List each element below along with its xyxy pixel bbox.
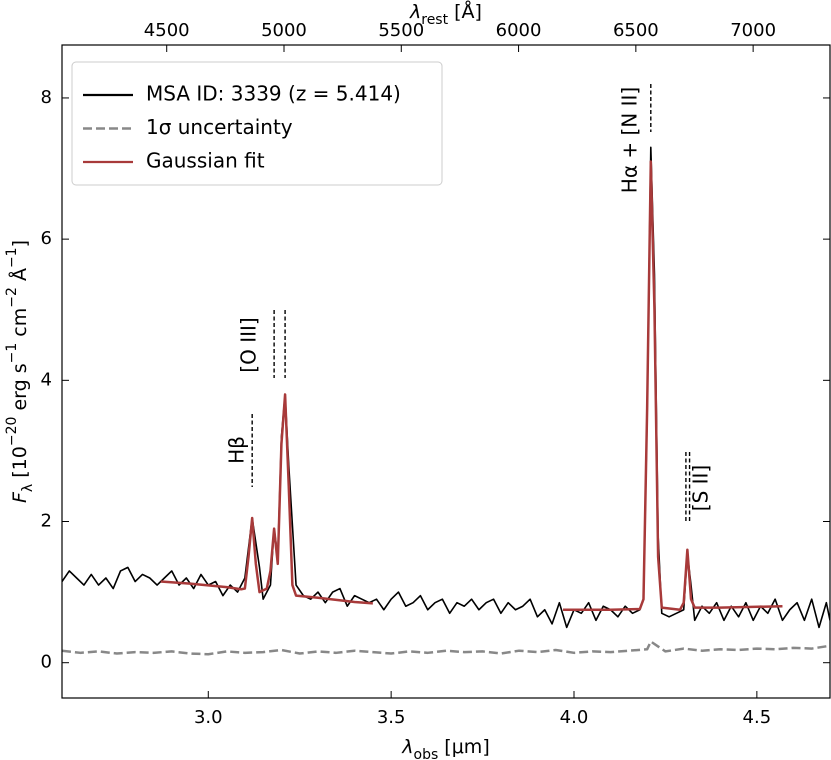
annotation: Hα + [N II] bbox=[617, 87, 641, 193]
x-tick-label: 3.0 bbox=[194, 707, 223, 728]
x2-tick-label: 5000 bbox=[261, 20, 307, 41]
x2-tick-label: 5500 bbox=[378, 20, 424, 41]
x2-tick-label: 4500 bbox=[144, 20, 190, 41]
annotation: [S II] bbox=[688, 465, 712, 511]
y-tick-label: 4 bbox=[41, 369, 52, 390]
y-axis-label-part: −20 bbox=[4, 417, 20, 447]
y-tick-label: 0 bbox=[41, 652, 52, 673]
x-axis-label-part: λ bbox=[401, 736, 413, 758]
x-tick-label: 4.0 bbox=[560, 707, 589, 728]
y-axis-label-part: Å bbox=[8, 268, 31, 287]
y-axis-label: Fλ [10−20 erg s−1 cm−2 Å−1] bbox=[4, 240, 36, 503]
series-line bbox=[62, 146, 830, 629]
y-axis-label-part: cm bbox=[9, 308, 31, 343]
x2-tick-label: 6500 bbox=[613, 20, 659, 41]
series-line bbox=[62, 640, 830, 656]
x2-axis-label-part: [Å] bbox=[448, 0, 482, 23]
x-tick-label: 4.5 bbox=[743, 707, 772, 728]
y-tick-label: 8 bbox=[41, 87, 52, 108]
legend-label: MSA ID: 3339 (z = 5.414) bbox=[146, 82, 401, 106]
plot-frame bbox=[61, 44, 831, 699]
x2-axis-label-part: λ bbox=[409, 1, 421, 23]
x2-tick-label: 6000 bbox=[496, 20, 542, 41]
series-line bbox=[160, 160, 783, 612]
y-axis-label-part: [10 bbox=[9, 446, 31, 484]
y-tick-label: 6 bbox=[41, 228, 52, 249]
x-axis-label: λobs [μm] bbox=[401, 736, 489, 760]
x-axis-label-part: [μm] bbox=[438, 736, 489, 758]
x-axis-label-part: obs bbox=[414, 747, 439, 760]
plot bbox=[62, 146, 830, 656]
y-axis-label-part: −1 bbox=[4, 343, 20, 364]
x2-tick-label: 7000 bbox=[730, 20, 776, 41]
legend-label: Gaussian fit bbox=[146, 149, 265, 173]
y-axis-label-part: F bbox=[9, 491, 31, 503]
y-tick-label: 2 bbox=[41, 511, 52, 532]
y-axis-label-part: ] bbox=[9, 240, 31, 247]
y-axis-label-part: λ bbox=[20, 484, 36, 492]
x-tick-label: 3.5 bbox=[377, 707, 406, 728]
x2-axis-label: λrest [Å] bbox=[409, 0, 482, 28]
legend-label: 1σ uncertainty bbox=[146, 115, 293, 139]
annotation: Hβ bbox=[225, 436, 249, 464]
y-axis-label-part: −2 bbox=[4, 287, 20, 308]
x2-axis-label-part: rest bbox=[421, 12, 448, 28]
annotation: [O III] bbox=[237, 317, 261, 372]
y-axis-label-part: −1 bbox=[4, 247, 20, 268]
y-axis-label-part: erg s bbox=[9, 363, 31, 416]
legend-box bbox=[71, 61, 443, 186]
